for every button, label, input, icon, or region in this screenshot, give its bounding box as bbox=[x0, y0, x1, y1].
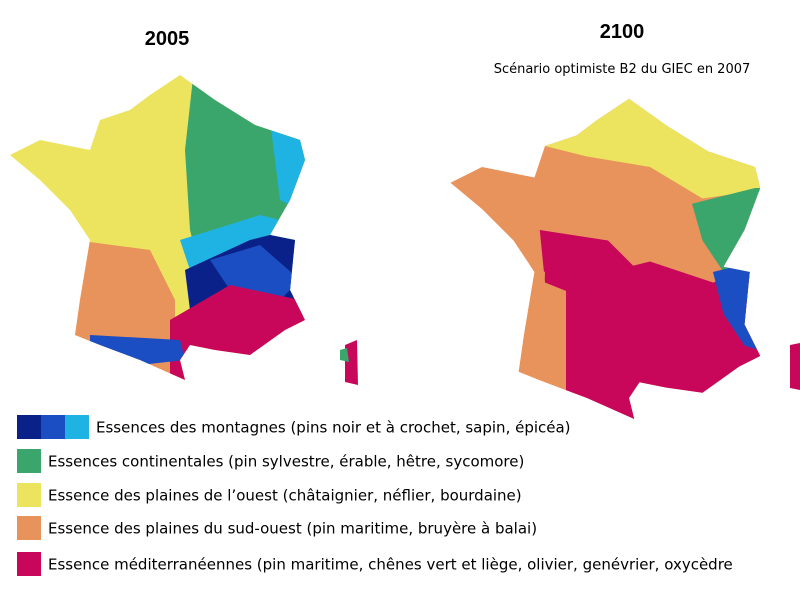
map-title: 2005 bbox=[145, 28, 190, 50]
legend-swatch bbox=[17, 415, 41, 439]
map-region bbox=[90, 335, 185, 365]
corsica bbox=[340, 348, 349, 362]
map-region bbox=[539, 229, 650, 304]
map-region bbox=[270, 120, 305, 220]
map-region bbox=[712, 261, 761, 356]
legend-swatch bbox=[65, 415, 89, 439]
map-title: 2100 bbox=[600, 21, 645, 43]
legend-swatch bbox=[41, 415, 65, 439]
legend-label: Essences continentales (pin sylvestre, é… bbox=[48, 453, 524, 471]
corsica bbox=[345, 340, 358, 385]
legend-swatch bbox=[17, 483, 41, 507]
legend-label: Essence méditerranéennes (pin maritime, … bbox=[48, 556, 733, 574]
legend: Essences des montagnes (pins noir et à c… bbox=[17, 415, 733, 576]
map-2100 bbox=[450, 98, 761, 419]
legend-swatch bbox=[17, 552, 41, 576]
legend-label: Essence des plaines du sud-ouest (pin ma… bbox=[48, 520, 537, 538]
legend-swatch bbox=[17, 449, 41, 473]
corsica bbox=[790, 343, 800, 390]
legend-swatch bbox=[17, 516, 41, 540]
map-subtitle: Scénario optimiste B2 du GIEC en 2007 bbox=[494, 62, 751, 77]
legend-label: Essences des montagnes (pins noir et à c… bbox=[96, 419, 571, 437]
map-2005 bbox=[10, 75, 305, 380]
map-region bbox=[10, 230, 175, 380]
map-region bbox=[450, 250, 545, 419]
legend-label: Essence des plaines de l’ouest (châtaign… bbox=[48, 487, 522, 505]
